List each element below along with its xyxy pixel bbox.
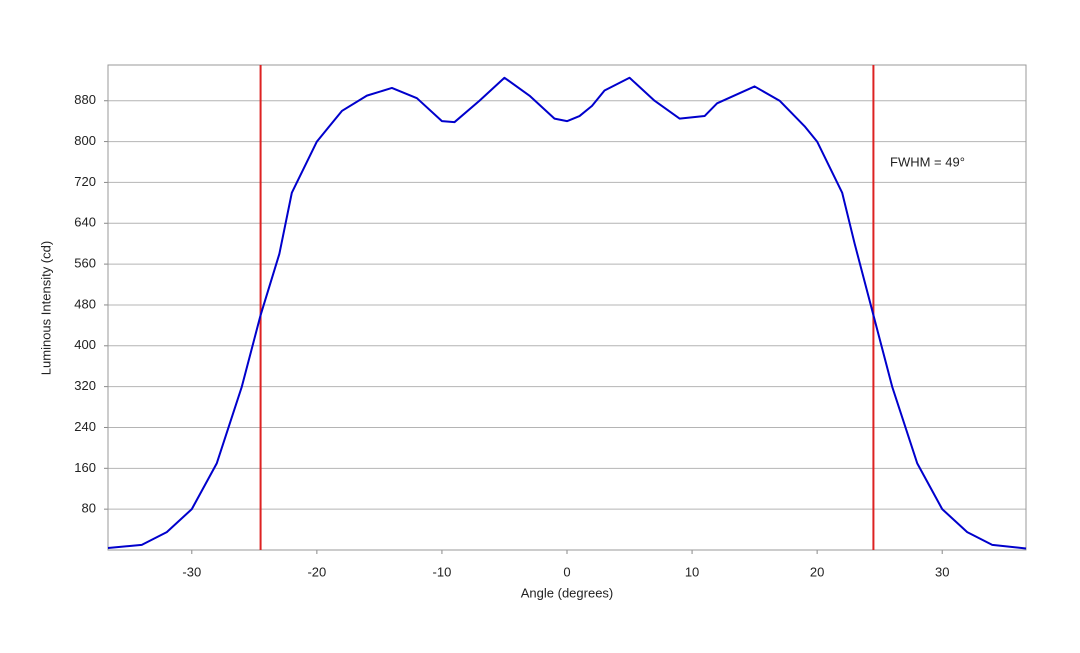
y-axis-label: Luminous Intensity (cd) <box>38 241 53 375</box>
x-tick-label: 20 <box>810 564 824 579</box>
data-line <box>107 76 1027 550</box>
y-tick-label: 720 <box>74 174 96 189</box>
y-tick-label: 880 <box>74 92 96 107</box>
x-tick-label: 0 <box>563 564 570 579</box>
y-tick-label: 560 <box>74 256 96 271</box>
y-tick-label: 80 <box>82 501 96 516</box>
annotation: FWHM = 49° <box>890 154 965 169</box>
x-tick-label: 10 <box>685 564 699 579</box>
plot-frame <box>107 64 1027 551</box>
y-tick-label: 240 <box>74 419 96 434</box>
y-tick-label: 800 <box>74 133 96 148</box>
x-tick-label: -30 <box>182 564 201 579</box>
x-tick-label: -20 <box>307 564 326 579</box>
x-axis-label: Angle (degrees) <box>521 585 614 600</box>
y-tick-label: 320 <box>74 378 96 393</box>
x-tick-label: -10 <box>433 564 452 579</box>
y-tick-label: 640 <box>74 215 96 230</box>
x-tick-label: 30 <box>935 564 949 579</box>
y-tick-label: 400 <box>74 337 96 352</box>
y-tick-label: 480 <box>74 296 96 311</box>
y-tick-label: 160 <box>74 460 96 475</box>
